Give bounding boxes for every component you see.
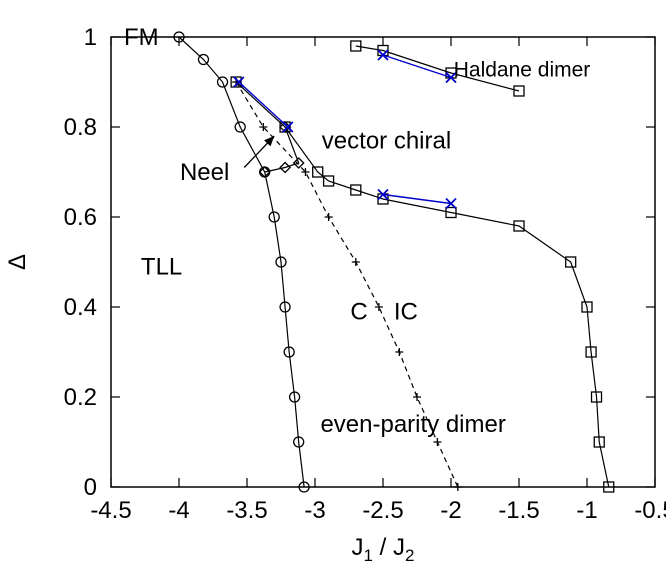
data-point xyxy=(445,206,457,219)
data-point xyxy=(292,157,305,169)
series-line xyxy=(238,81,289,128)
data-point xyxy=(513,220,525,232)
data-point xyxy=(233,76,245,88)
x-axis-label-sub1: 1 xyxy=(364,546,373,565)
data-point xyxy=(585,346,597,358)
data-point xyxy=(283,346,295,358)
series-line xyxy=(264,126,300,173)
series-line xyxy=(235,81,459,488)
data-point xyxy=(258,166,271,178)
y-tick-label: 0.4 xyxy=(64,294,97,321)
x-axis-label-sub2: 2 xyxy=(405,546,414,565)
data-point xyxy=(279,301,291,313)
data-point xyxy=(374,303,383,311)
data-point xyxy=(445,71,457,84)
data-point xyxy=(301,168,310,176)
y-tick-label: 1 xyxy=(84,24,97,51)
data-point xyxy=(322,175,335,187)
series-line xyxy=(382,54,452,79)
data-point xyxy=(268,211,280,223)
x-tick-label: -3 xyxy=(304,497,325,524)
data-point xyxy=(593,436,605,448)
data-point xyxy=(581,301,593,313)
data-point xyxy=(350,40,362,52)
data-point xyxy=(433,438,442,446)
x-axis-label: J1 / J2 xyxy=(352,534,415,565)
region-label: TLL xyxy=(141,254,182,281)
y-tick-label: 0 xyxy=(84,474,97,501)
series-line xyxy=(355,45,520,92)
x-tick-label: -0.5 xyxy=(634,497,666,524)
region-label: vector chiral xyxy=(322,128,451,155)
data-point xyxy=(324,213,333,221)
series-line xyxy=(235,81,610,488)
data-point xyxy=(312,166,324,178)
data-point xyxy=(230,76,242,88)
y-tick-label: 0.6 xyxy=(64,204,97,231)
region-label: IC xyxy=(394,299,418,326)
data-point xyxy=(413,393,421,401)
neel-arrow-head xyxy=(264,136,275,147)
x-tick-label: -4.5 xyxy=(90,497,131,524)
plot-frame xyxy=(110,36,656,488)
data-point xyxy=(377,188,389,201)
data-point xyxy=(293,436,305,448)
series-7 xyxy=(377,188,457,210)
data-point xyxy=(445,197,457,210)
y-tick-label: 0.2 xyxy=(64,384,97,411)
x-axis-label-sep: / J xyxy=(373,534,405,561)
data-point xyxy=(350,184,362,196)
x-tick-label: -2 xyxy=(440,497,461,524)
region-label: even-parity dimer xyxy=(320,411,505,438)
data-point xyxy=(288,391,301,403)
x-tick-label: -3.5 xyxy=(226,497,267,524)
series-line xyxy=(382,193,452,205)
data-point xyxy=(197,53,210,66)
series-layer xyxy=(173,31,615,493)
ticks-layer: -4.5 -4 -3.5 -3 -2.5 -2 -1.5 -1 -0.5 0 0.2 0.4 0.6 0.… xyxy=(64,24,666,524)
region-label: C xyxy=(350,299,367,326)
data-point xyxy=(234,121,246,133)
region-label: Haldane dimer xyxy=(454,59,591,82)
data-point xyxy=(282,121,294,133)
data-point xyxy=(216,76,229,88)
series-6 xyxy=(233,76,294,133)
data-point xyxy=(377,49,389,61)
data-point xyxy=(590,391,603,403)
data-point xyxy=(565,256,577,268)
y-axis-label: Δ xyxy=(4,254,31,270)
data-point xyxy=(351,258,360,266)
y-tick-label: 0.8 xyxy=(64,114,97,141)
data-point xyxy=(275,256,287,268)
x-axis-label-j: J xyxy=(352,534,364,561)
x-tick-label: -1.5 xyxy=(498,497,539,524)
series-1 xyxy=(173,31,310,493)
data-point xyxy=(513,85,525,97)
data-point xyxy=(279,161,291,174)
data-point xyxy=(259,123,268,131)
x-tick-label: -1 xyxy=(576,497,597,524)
x-tick-label: -2.5 xyxy=(362,497,403,524)
data-point xyxy=(395,348,404,356)
region-label: Neel xyxy=(180,159,229,186)
x-tick-label: -4 xyxy=(168,497,189,524)
series-8 xyxy=(377,49,457,84)
